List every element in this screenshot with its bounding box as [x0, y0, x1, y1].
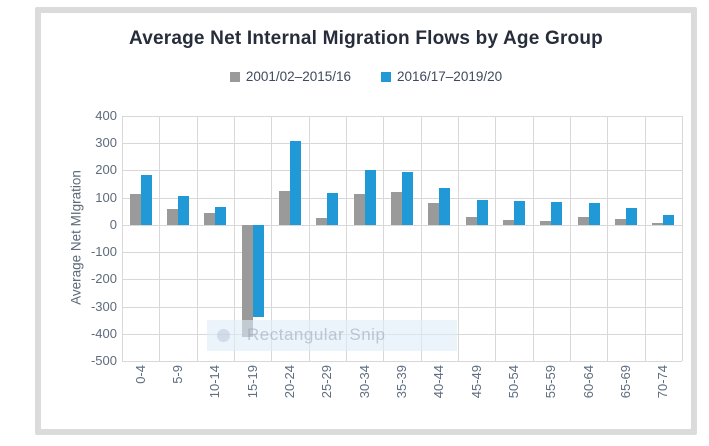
bar-2001/02-25-29: [316, 217, 328, 225]
bar-2001/02-20-24: [279, 191, 290, 225]
bar-2016/17-5-9: [178, 196, 189, 225]
y-axis-tick-label: 200: [95, 162, 117, 178]
gridline-horizontal: [122, 170, 682, 172]
y-axis-tick-label: -400: [90, 325, 117, 341]
bar-2001/02-65-69: [615, 218, 626, 225]
bar-2016/17-70-74: [663, 215, 675, 225]
y-axis-tick-label: 300: [95, 135, 117, 151]
x-axis-label-5-9: 5-9: [170, 365, 185, 384]
bar-2001/02-70-74: [652, 222, 664, 225]
bar-2001/02-60-64: [577, 217, 589, 225]
y-axis-tick-label: 400: [95, 108, 117, 123]
gridline-horizontal: [122, 279, 682, 281]
gridline-vertical: [271, 116, 273, 361]
gridline-horizontal: [122, 116, 682, 117]
gridline-vertical: [308, 116, 310, 361]
x-axis-label-60-64: 60-64: [580, 365, 596, 399]
gridline-vertical: [346, 116, 347, 361]
bar-2016/17-15-19: [252, 224, 264, 318]
gridline-vertical: [607, 116, 609, 361]
x-axis-label-15-19: 15-19: [244, 365, 260, 399]
x-axis-label-40-44: 40-44: [431, 365, 447, 399]
bar-2016/17-65-69: [626, 208, 637, 225]
legend-label-2001-02: 2001/02–2015/16: [245, 69, 351, 84]
gridline-vertical: [420, 116, 422, 361]
bar-2001/02-10-14: [204, 213, 216, 225]
y-axis-tick-label: -500: [90, 353, 117, 368]
bar-2016/17-50-54: [514, 201, 525, 225]
gridline-vertical: [495, 116, 497, 361]
x-axis-label-10-14: 10-14: [207, 365, 223, 399]
legend-item-2016-17: 2016/17–2019/20: [381, 69, 502, 84]
x-axis-label-30-34: 30-34: [356, 365, 372, 399]
gridline-vertical: [196, 116, 198, 361]
bar-2001/02-55-59: [540, 220, 552, 225]
y-axis-tick-label: -200: [90, 271, 117, 287]
bar-2016/17-35-39: [402, 171, 413, 225]
gridline-vertical: [570, 116, 571, 361]
y-axis-tick-label: 0: [109, 216, 117, 232]
bar-2016/17-25-29: [327, 192, 339, 225]
x-axis-label-20-24: 20-24: [282, 365, 297, 399]
legend-swatch-blue-icon: [381, 71, 391, 82]
gridline-vertical: [682, 116, 683, 361]
bar-2001/02-45-49: [465, 217, 477, 225]
bar-2016/17-45-49: [476, 200, 488, 225]
bar-2001/02-15-19: [241, 224, 253, 338]
x-axis-label-70-74: 70-74: [655, 365, 671, 399]
bar-2001/02-5-9: [167, 208, 178, 225]
bar-2001/02-0-4: [129, 193, 141, 225]
gridline-horizontal: [122, 252, 682, 254]
x-axis-label-0-4: 0-4: [132, 365, 148, 384]
legend-swatch-gray-icon: [229, 71, 240, 82]
bar-2016/17-10-14: [215, 206, 227, 225]
snip-tool-overlay-label: Rectangular Snip: [247, 325, 386, 344]
gridline-vertical: [532, 116, 534, 361]
legend-label-2016-17: 2016/17–2019/20: [397, 69, 503, 84]
bar-2016/17-30-34: [364, 170, 376, 225]
legend-item-2001-02: 2001/02–2015/16: [229, 69, 351, 84]
y-axis-tick-label: -100: [90, 244, 117, 260]
gridline-horizontal: [122, 224, 682, 226]
x-axis-label-45-49: 45-49: [468, 365, 484, 399]
bar-2016/17-40-44: [439, 187, 451, 225]
gridline-horizontal: [122, 361, 682, 362]
bar-2001/02-30-34: [353, 194, 365, 225]
snip-tool-overlay: Rectangular Snip: [207, 320, 457, 351]
x-axis-label-55-59: 55-59: [543, 365, 559, 399]
y-axis-tick-label: -300: [90, 298, 117, 314]
bar-2016/17-20-24: [290, 141, 301, 225]
bar-2001/02-40-44: [428, 203, 440, 225]
gridline-vertical: [383, 116, 385, 361]
bar-2016/17-60-64: [588, 202, 600, 225]
gridline-vertical: [159, 116, 161, 361]
x-axis-label-35-39: 35-39: [394, 365, 409, 399]
gridline-vertical: [122, 116, 123, 361]
x-axis-label-50-54: 50-54: [506, 365, 521, 399]
x-axis-label-65-69: 65-69: [618, 365, 633, 399]
gridline-vertical: [644, 116, 646, 361]
bar-2001/02-50-54: [503, 220, 514, 225]
gridline-vertical: [234, 116, 235, 361]
bar-2016/17-0-4: [140, 174, 152, 225]
gridline-vertical: [458, 116, 459, 361]
snip-tool-dot-icon: [217, 329, 230, 342]
chart-title: Average Net Internal Migration Flows by …: [129, 28, 603, 49]
x-axis-label-25-29: 25-29: [319, 365, 335, 399]
gridline-horizontal: [122, 306, 682, 308]
gridline-horizontal: [122, 143, 682, 145]
bar-2001/02-35-39: [391, 191, 402, 225]
y-axis-tick-label: 100: [95, 189, 117, 205]
legend: 2001/02–2015/16 2016/17–2019/20: [35, 69, 697, 84]
bar-2016/17-55-59: [551, 202, 563, 225]
